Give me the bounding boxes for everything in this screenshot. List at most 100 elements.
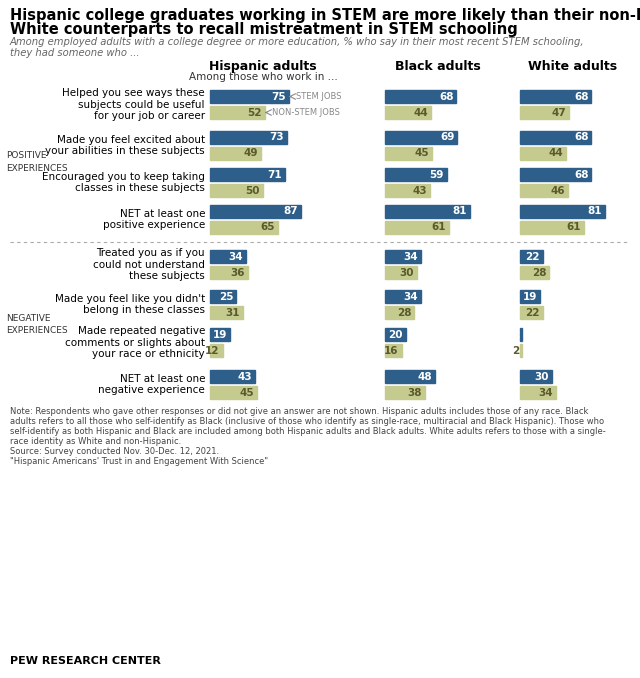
Bar <box>210 306 243 319</box>
Bar <box>520 205 605 218</box>
Bar <box>385 90 456 103</box>
Text: 68: 68 <box>574 92 588 102</box>
Text: NEGATIVE
EXPERIENCES: NEGATIVE EXPERIENCES <box>6 314 68 335</box>
Bar <box>210 184 262 197</box>
Bar <box>210 131 287 144</box>
Bar <box>520 290 540 303</box>
Text: they had someone who ...: they had someone who ... <box>10 48 140 58</box>
Text: Made you feel excited about
your abilities in these subjects: Made you feel excited about your abiliti… <box>45 135 205 157</box>
Text: 44: 44 <box>413 108 428 117</box>
Bar <box>385 131 458 144</box>
Text: Among those who work in ...: Among those who work in ... <box>189 72 337 82</box>
Text: race identity as White and non-Hispanic.: race identity as White and non-Hispanic. <box>10 437 181 446</box>
Text: Hispanic college graduates working in STEM are more likely than their non-Hispan: Hispanic college graduates working in ST… <box>10 8 640 23</box>
Text: 2: 2 <box>512 330 519 340</box>
Bar <box>210 205 301 218</box>
Bar <box>520 90 591 103</box>
Text: 50: 50 <box>245 186 259 195</box>
Bar <box>210 328 230 341</box>
Bar <box>385 290 420 303</box>
Text: 30: 30 <box>534 372 548 382</box>
Bar <box>210 221 278 234</box>
Text: 44: 44 <box>548 148 563 159</box>
Text: 43: 43 <box>237 372 252 382</box>
Bar <box>210 386 257 399</box>
Text: 22: 22 <box>525 308 540 317</box>
Bar <box>520 131 591 144</box>
Text: 34: 34 <box>538 388 553 397</box>
Text: 34: 34 <box>403 292 418 302</box>
Bar <box>520 147 566 160</box>
Bar <box>210 147 262 160</box>
Text: STEM JOBS: STEM JOBS <box>296 92 341 101</box>
Bar <box>385 250 420 263</box>
Bar <box>210 168 285 181</box>
Bar <box>385 306 415 319</box>
Text: 81: 81 <box>452 207 467 216</box>
Text: 45: 45 <box>415 148 429 159</box>
Bar <box>520 250 543 263</box>
Text: Encouraged you to keep taking
classes in these subjects: Encouraged you to keep taking classes in… <box>42 172 205 193</box>
Text: 61: 61 <box>566 222 581 233</box>
Text: 28: 28 <box>397 308 412 317</box>
Text: 47: 47 <box>552 108 566 117</box>
Bar <box>385 106 431 119</box>
Bar <box>385 328 406 341</box>
Bar <box>520 370 552 383</box>
Text: 20: 20 <box>388 330 403 340</box>
Text: 25: 25 <box>219 292 233 302</box>
Bar <box>520 266 549 279</box>
Text: 81: 81 <box>588 207 602 216</box>
Bar <box>210 106 264 119</box>
Text: 28: 28 <box>532 268 547 277</box>
Text: 22: 22 <box>525 252 540 262</box>
Bar <box>385 344 402 357</box>
Text: POSITIVE
EXPERIENCES: POSITIVE EXPERIENCES <box>6 151 68 173</box>
Text: NET at least one
positive experience: NET at least one positive experience <box>103 209 205 231</box>
Text: White adults: White adults <box>529 60 618 73</box>
Text: PEW RESEARCH CENTER: PEW RESEARCH CENTER <box>10 656 161 666</box>
Bar <box>385 266 417 279</box>
Text: "Hispanic Americans' Trust in and Engagement With Science": "Hispanic Americans' Trust in and Engage… <box>10 457 268 466</box>
Text: Made repeated negative
comments or slights about
your race or ethnicity: Made repeated negative comments or sligh… <box>65 326 205 359</box>
Text: 19: 19 <box>523 292 537 302</box>
Bar <box>520 344 522 357</box>
Text: 36: 36 <box>230 268 245 277</box>
Text: NET at least one
negative experience: NET at least one negative experience <box>99 374 205 395</box>
Bar <box>520 221 584 234</box>
Bar <box>210 90 289 103</box>
Text: 48: 48 <box>418 372 433 382</box>
Text: 71: 71 <box>267 170 282 180</box>
Text: Treated you as if you
could not understand
these subjects: Treated you as if you could not understa… <box>93 248 205 281</box>
Text: 12: 12 <box>205 346 220 355</box>
Text: Made you feel like you didn't
belong in these classes: Made you feel like you didn't belong in … <box>55 294 205 315</box>
Text: 34: 34 <box>403 252 418 262</box>
Text: 68: 68 <box>574 132 588 142</box>
Bar <box>385 184 430 197</box>
Text: adults refers to all those who self-identify as Black (inclusive of those who id: adults refers to all those who self-iden… <box>10 417 604 426</box>
Text: self-identify as both Hispanic and Black are included among both Hispanic adults: self-identify as both Hispanic and Black… <box>10 427 605 436</box>
Text: 49: 49 <box>244 148 259 159</box>
Text: Helped you see ways these
subjects could be useful
for your job or career: Helped you see ways these subjects could… <box>62 88 205 121</box>
Bar <box>210 344 223 357</box>
Bar <box>210 266 248 279</box>
Text: 46: 46 <box>550 186 565 195</box>
Text: Source: Survey conducted Nov. 30-Dec. 12, 2021.: Source: Survey conducted Nov. 30-Dec. 12… <box>10 447 219 456</box>
Text: 68: 68 <box>574 170 588 180</box>
Bar <box>520 168 591 181</box>
Text: Hispanic adults: Hispanic adults <box>209 60 317 73</box>
Text: 75: 75 <box>271 92 285 102</box>
Text: Note: Respondents who gave other responses or did not give an answer are not sho: Note: Respondents who gave other respons… <box>10 407 588 416</box>
Text: 38: 38 <box>408 388 422 397</box>
Text: 45: 45 <box>239 388 254 397</box>
Text: 68: 68 <box>439 92 453 102</box>
Bar <box>520 306 543 319</box>
Text: 34: 34 <box>228 252 243 262</box>
Text: 19: 19 <box>212 330 227 340</box>
Bar <box>385 205 470 218</box>
Bar <box>385 370 435 383</box>
Text: Among employed adults with a college degree or more education, % who say in thei: Among employed adults with a college deg… <box>10 37 584 47</box>
Text: 73: 73 <box>269 132 284 142</box>
Text: 61: 61 <box>431 222 446 233</box>
Bar <box>210 250 246 263</box>
